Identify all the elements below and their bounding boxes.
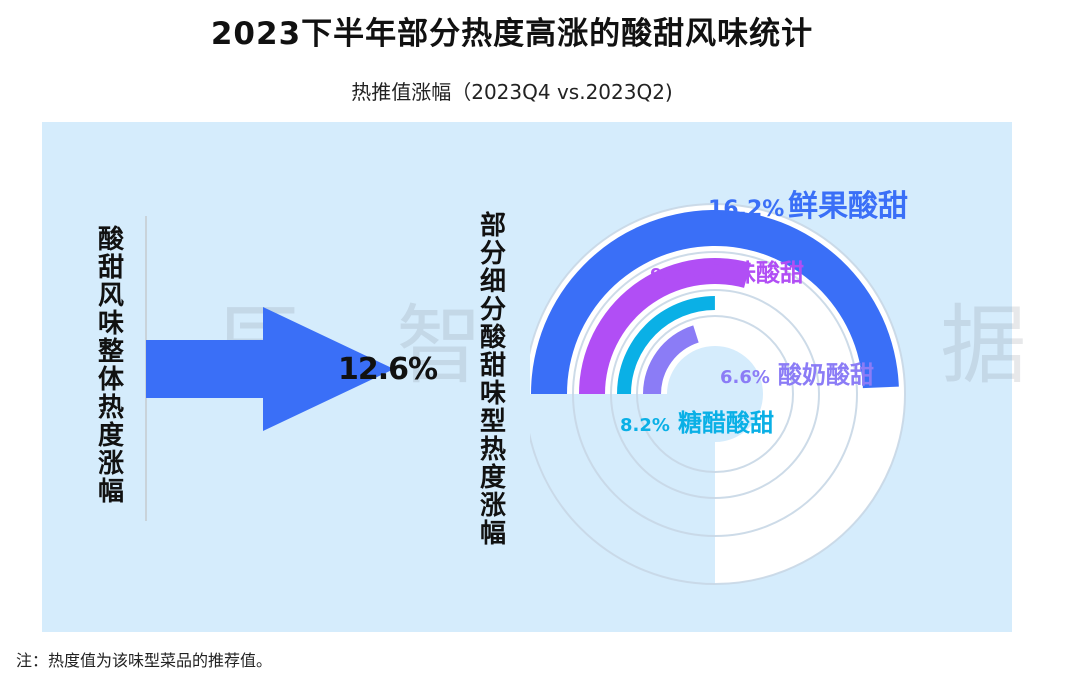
arrow-icon [146, 307, 394, 431]
series-name-3: 糖醋酸甜 [678, 409, 774, 437]
bar-糖醋酸甜 [617, 296, 715, 394]
ring-outline-3 [610, 289, 820, 499]
segment-label: 部分细分酸甜味型热度涨幅 [479, 211, 506, 549]
ring-outline-1 [530, 203, 906, 585]
series-name-2: 酒味酸甜 [708, 259, 804, 287]
bar-鲜果酸甜 [531, 209, 899, 394]
series-name-1: 鲜果酸甜 [788, 189, 908, 224]
ring-outline-4 [636, 315, 794, 473]
overall-label: 酸甜风味整体热度涨幅 [97, 225, 124, 507]
value-label-3: 8.2% [620, 415, 670, 436]
bar-酸奶酸甜 [643, 325, 699, 394]
radial-bar-chart: 16.2% 鲜果酸甜 9.6% 酒味酸甜 8.2% 糖醋酸甜 6.6% 酸奶酸甜 [530, 189, 908, 585]
value-label-2: 9.6% [650, 265, 700, 286]
value-label-4: 6.6% [720, 367, 770, 388]
value-label-1: 16.2% [708, 197, 784, 222]
page-title: 2023下半年部分热度高涨的酸甜风味统计 [210, 16, 814, 52]
overall-value: 12.6% [338, 352, 438, 387]
ring-outline-2 [572, 251, 858, 537]
series-name-4: 酸奶酸甜 [778, 361, 874, 389]
chart-subtitle: 热推值涨幅（2023Q4 vs.2023Q2) [351, 80, 673, 104]
footnote: 注：热度值为该味型菜品的推荐值。 [16, 651, 273, 670]
bar-酒味酸甜 [579, 258, 751, 394]
